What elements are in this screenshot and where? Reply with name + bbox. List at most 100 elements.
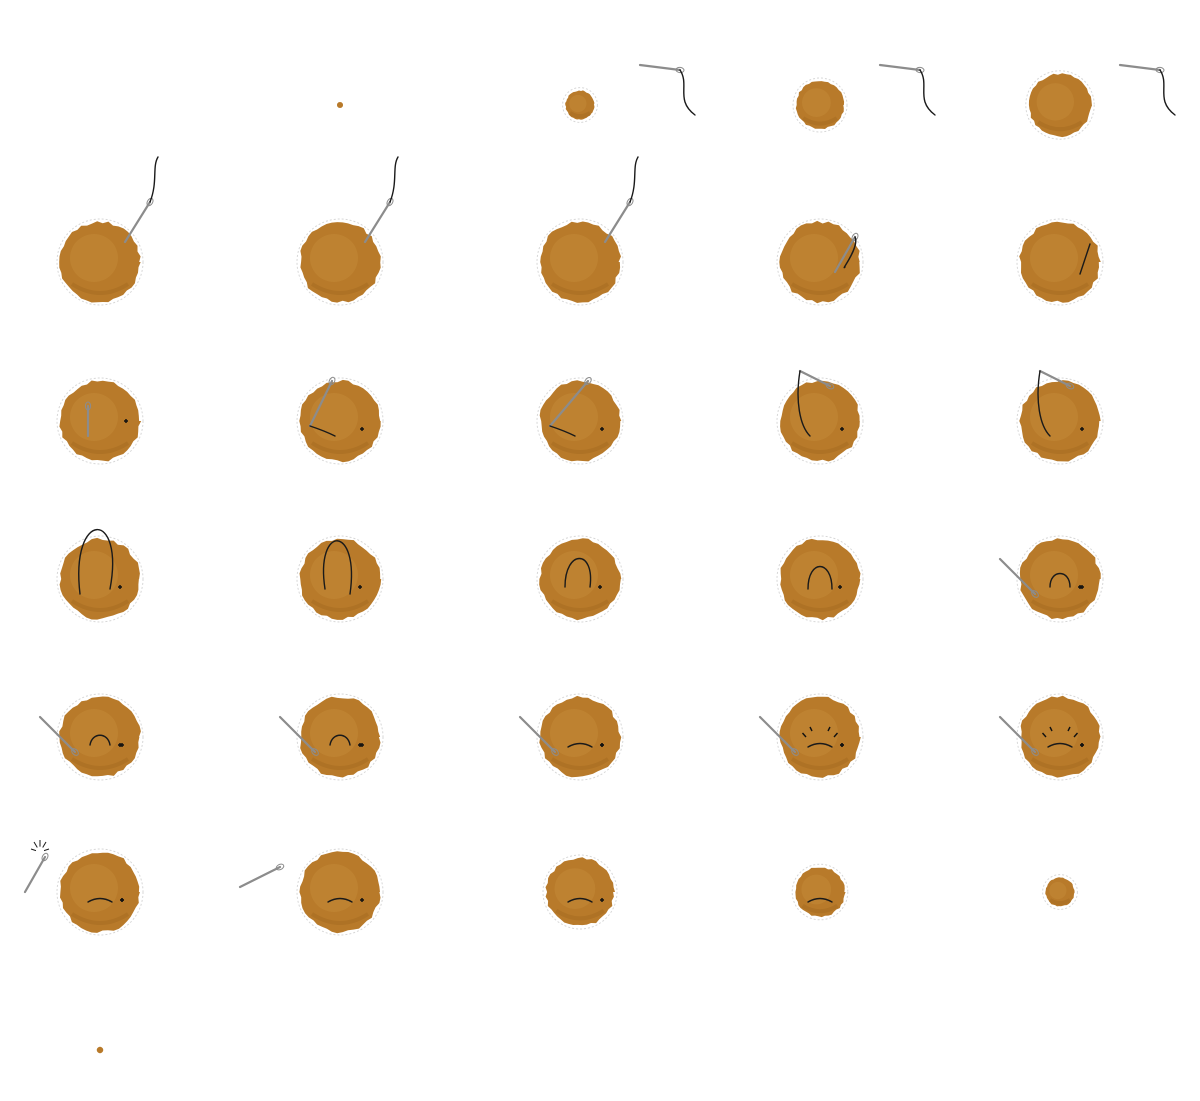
cookie-highlight bbox=[70, 864, 118, 912]
cookie-shadow bbox=[310, 757, 370, 770]
needle bbox=[308, 379, 334, 428]
stitched-mouth bbox=[807, 897, 833, 903]
cookie-highlight bbox=[1049, 881, 1067, 900]
cookie-highlight bbox=[70, 709, 118, 757]
stitched-mouth bbox=[87, 897, 113, 903]
stitched-mouth bbox=[1047, 742, 1073, 748]
sprite-frame bbox=[337, 102, 343, 108]
sprite-frame bbox=[296, 535, 384, 623]
cookie-outline bbox=[1016, 535, 1104, 623]
thread bbox=[797, 370, 811, 437]
sprite-frame bbox=[23, 840, 144, 936]
thread-knot bbox=[360, 898, 364, 902]
cookie-body bbox=[539, 380, 622, 462]
needle bbox=[878, 63, 922, 72]
cookie-shadow bbox=[310, 441, 370, 454]
thread-knot bbox=[840, 427, 844, 431]
cookie-highlight bbox=[1030, 234, 1078, 282]
cookie-highlight bbox=[310, 709, 358, 757]
thread bbox=[679, 69, 696, 116]
cookie-shadow bbox=[1030, 757, 1090, 770]
cookie-body bbox=[780, 538, 861, 621]
cookie-outline bbox=[1016, 377, 1104, 465]
cookie-outline bbox=[56, 535, 144, 623]
sprite-frame bbox=[998, 693, 1104, 781]
thread-knot bbox=[840, 743, 844, 747]
tension-mark bbox=[827, 726, 831, 732]
needle bbox=[998, 715, 1037, 754]
tension-mark bbox=[1049, 726, 1053, 732]
cookie-highlight bbox=[790, 234, 838, 282]
cookie-shadow bbox=[550, 282, 610, 295]
needle-eye bbox=[675, 66, 685, 74]
thread-knot bbox=[1078, 585, 1082, 589]
cookie-outline bbox=[791, 863, 849, 921]
cookie-highlight bbox=[1030, 709, 1078, 757]
sprite-frame bbox=[56, 377, 144, 465]
cookie-outline bbox=[296, 848, 384, 936]
stitched-mouth bbox=[329, 734, 351, 746]
cookie-body bbox=[540, 221, 621, 303]
tension-mark bbox=[1073, 732, 1079, 738]
thread-knot bbox=[358, 743, 362, 747]
cookie-body bbox=[59, 221, 141, 303]
sprite-frame bbox=[1016, 218, 1104, 306]
cookie-outline bbox=[536, 535, 624, 623]
thread bbox=[919, 69, 936, 116]
thread bbox=[389, 156, 399, 203]
sprite-frame bbox=[38, 693, 144, 781]
cookie-body bbox=[300, 696, 381, 778]
cookie-body bbox=[795, 867, 846, 918]
thread-knot bbox=[124, 419, 128, 423]
needle bbox=[123, 200, 152, 244]
cookie-highlight bbox=[550, 393, 598, 441]
cookie-shadow bbox=[801, 903, 839, 914]
cookie-body bbox=[1020, 695, 1101, 778]
cookie-shadow bbox=[70, 441, 130, 454]
cookie-body bbox=[59, 380, 142, 462]
cookie-highlight bbox=[550, 709, 598, 757]
needle bbox=[603, 200, 632, 244]
cookie-highlight bbox=[801, 874, 832, 905]
cookie-outline bbox=[1016, 218, 1104, 306]
cookie-highlight bbox=[1036, 83, 1075, 121]
spark bbox=[33, 841, 38, 848]
thread-knot bbox=[118, 585, 122, 589]
cookie-body bbox=[779, 696, 861, 778]
sprite-frame bbox=[998, 535, 1104, 623]
cookie-highlight bbox=[70, 393, 118, 441]
needle-eye bbox=[551, 748, 559, 756]
cookie-shadow bbox=[1030, 599, 1090, 612]
sprite-frame bbox=[562, 63, 696, 123]
thread bbox=[1049, 572, 1071, 588]
needle bbox=[758, 715, 797, 754]
needle bbox=[1118, 63, 1162, 72]
cookie-highlight bbox=[310, 551, 358, 599]
cookie-outline bbox=[562, 87, 598, 123]
cookie-shadow bbox=[550, 441, 610, 454]
cookie-shadow bbox=[70, 282, 130, 295]
sprite-frame bbox=[296, 156, 399, 306]
needle-eye bbox=[311, 748, 319, 756]
thread bbox=[1159, 69, 1176, 116]
cookie-shadow bbox=[550, 599, 610, 612]
sprite-frame bbox=[792, 63, 936, 133]
needle bbox=[998, 557, 1037, 596]
cookie-body bbox=[1019, 380, 1101, 462]
cookie-body bbox=[779, 220, 860, 304]
cookie-shadow bbox=[550, 757, 610, 770]
stitched-mouth bbox=[567, 742, 593, 748]
cookie-outline bbox=[56, 693, 144, 781]
cookie-body bbox=[299, 379, 381, 463]
cookie-shadow bbox=[555, 908, 605, 921]
cookie-highlight bbox=[569, 94, 587, 113]
cookie-body bbox=[59, 696, 141, 777]
thread bbox=[149, 156, 159, 203]
sprite-frame bbox=[518, 693, 624, 781]
needle-eye bbox=[328, 376, 336, 386]
thread bbox=[1037, 370, 1051, 437]
needle bbox=[23, 855, 47, 894]
stitched-mouth bbox=[89, 734, 111, 746]
cookie-highlight bbox=[310, 234, 358, 282]
cookie-shadow bbox=[1037, 120, 1083, 132]
